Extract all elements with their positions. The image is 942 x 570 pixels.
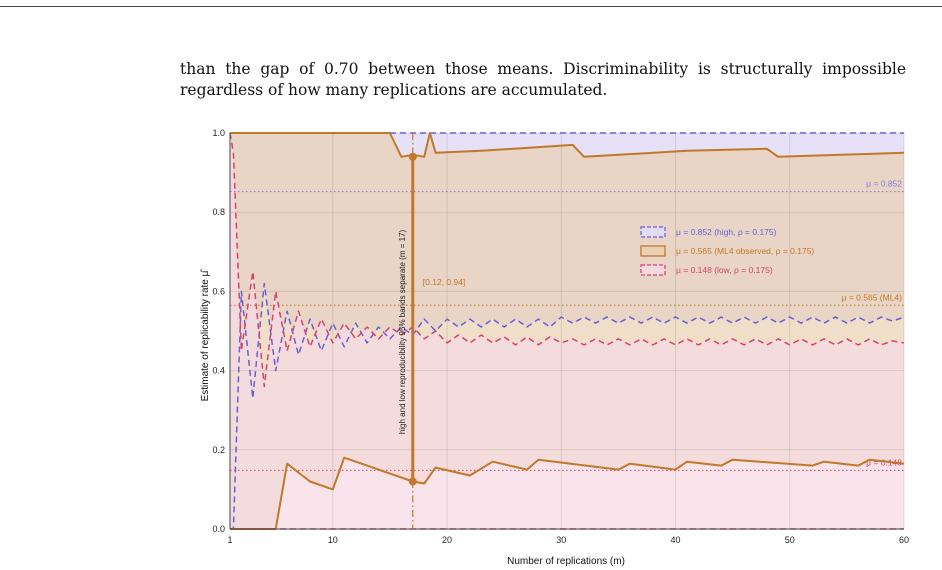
band-lower-ml4 [230, 456, 905, 530]
x-tick-label: 40 [671, 535, 681, 545]
interval-lower-point [408, 477, 417, 486]
interval-label: [0.12, 0.94] [423, 277, 466, 287]
paragraph-line: regardless of how many replications are … [180, 81, 608, 99]
y-tick-label: 0.0 [212, 524, 225, 534]
x-tick-label: 10 [328, 535, 338, 545]
axes [229, 133, 904, 530]
legend-label-low: μ = 0.148 (low, ρ = 0.175) [676, 265, 773, 275]
y-tick-label: 0.8 [212, 207, 225, 217]
reference-line-label: μ = 0.852 [866, 179, 902, 189]
tick-labels: 1 10 20 30 40 50 60 0.0 0.2 0.4 0.6 0.8 1.0 [212, 128, 909, 545]
x-tick-label: 20 [442, 535, 452, 545]
legend-label-ml4: μ = 0.565 (ML4 observed, ρ = 0.175) [676, 246, 814, 256]
paragraph-line: than the gap of 0.70 between those means… [180, 60, 906, 78]
body-paragraph: than the gap of 0.70 between those means… [180, 59, 906, 101]
x-tick-label: 60 [899, 535, 909, 545]
annotations: high and low reproducibility 95% bands s… [398, 133, 466, 529]
band-lower-high [230, 282, 905, 530]
x-tick-label: 50 [785, 535, 795, 545]
band-fills [230, 133, 904, 529]
page-top-rule [0, 6, 942, 7]
y-tick-label: 1.0 [212, 128, 225, 138]
separation-marker-label: high and low reproducibility 95% bands s… [398, 229, 407, 434]
y-tick-label: 0.6 [212, 286, 225, 296]
x-tick-label: 1 [227, 535, 232, 545]
y-axis-label: Estimate of replicability rate μ̂ [199, 269, 211, 402]
interval-upper-point [408, 152, 417, 161]
legend-swatch-low [640, 264, 666, 276]
x-axis-label: Number of replications (m) [507, 556, 625, 567]
band-fill-low [230, 133, 904, 529]
reference-line-label: μ = 0.565 (ML4) [842, 292, 903, 302]
legend: μ = 0.852 (high, ρ = 0.175) μ = 0.565 (ML… [640, 226, 814, 276]
y-tick-label: 0.2 [212, 445, 225, 455]
y-tick-label: 0.4 [212, 366, 225, 376]
legend-swatch-high [640, 226, 666, 238]
band-upper-low [229, 132, 905, 388]
legend-label-high: μ = 0.852 (high, ρ = 0.175) [676, 227, 777, 237]
legend-swatch-ml4 [640, 245, 666, 257]
x-tick-label: 30 [556, 535, 566, 545]
band-upper-ml4 [230, 132, 905, 158]
